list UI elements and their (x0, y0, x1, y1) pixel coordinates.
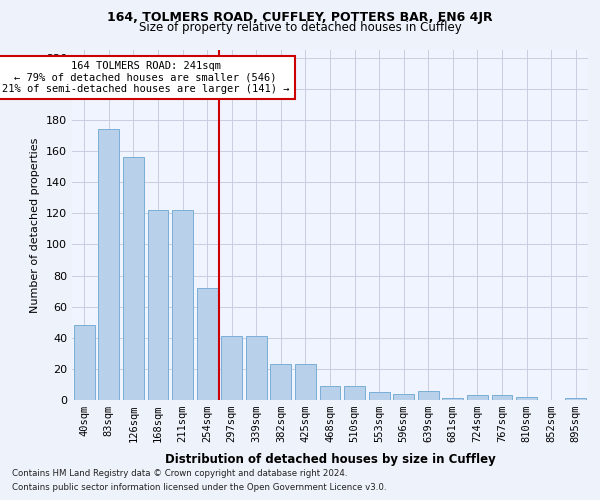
Bar (123, 158, 144, 400)
Text: Contains public sector information licensed under the Open Government Licence v3: Contains public sector information licen… (12, 484, 386, 492)
Bar (393, 394, 414, 400)
Bar (320, 386, 340, 400)
Text: 164, TOLMERS ROAD, CUFFLEY, POTTERS BAR, EN6 4JR: 164, TOLMERS ROAD, CUFFLEY, POTTERS BAR,… (107, 11, 493, 24)
Bar (172, 210, 193, 400)
Bar (148, 210, 169, 400)
Bar (516, 397, 537, 400)
Text: Distribution of detached houses by size in Cuffley: Distribution of detached houses by size … (164, 452, 496, 466)
Text: Size of property relative to detached houses in Cuffley: Size of property relative to detached ho… (139, 21, 461, 34)
Bar (271, 364, 292, 400)
Bar (98, 130, 119, 400)
Text: Contains HM Land Registry data © Crown copyright and database right 2024.: Contains HM Land Registry data © Crown c… (12, 468, 347, 477)
Bar (221, 336, 242, 400)
Bar (197, 288, 218, 400)
Bar (467, 396, 488, 400)
Bar (442, 398, 463, 400)
Bar (74, 326, 95, 400)
Bar (491, 396, 512, 400)
Bar (295, 364, 316, 400)
Bar (368, 392, 389, 400)
Bar (344, 386, 365, 400)
Bar (565, 398, 586, 400)
Y-axis label: Number of detached properties: Number of detached properties (31, 138, 40, 312)
Bar (246, 336, 267, 400)
Text: 164 TOLMERS ROAD: 241sqm
← 79% of detached houses are smaller (546)
21% of semi-: 164 TOLMERS ROAD: 241sqm ← 79% of detach… (2, 61, 289, 94)
Bar (418, 390, 439, 400)
